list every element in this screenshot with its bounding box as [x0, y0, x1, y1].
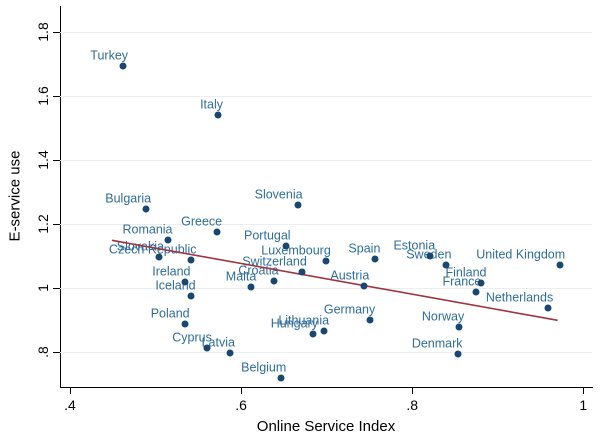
point-label: Norway [421, 309, 465, 324]
data-point [213, 228, 221, 236]
point-label: United Kingdom [476, 247, 566, 262]
point-label: Slovenia [254, 187, 303, 202]
gridline [60, 288, 592, 290]
point-label: Belgium [241, 360, 287, 375]
y-tick-label: .8 [35, 346, 51, 359]
gridline [60, 96, 592, 98]
y-tick-mark [53, 352, 60, 354]
y-tick-label: 1.8 [35, 22, 51, 43]
y-axis-line [60, 6, 61, 388]
point-label: Poland [150, 306, 190, 321]
data-point [477, 279, 485, 287]
plot-area: Turkey Italy Bulgaria Slovenia Greece Romania… [60, 6, 592, 387]
x-tick-label: .4 [64, 397, 76, 413]
y-tick-label: 1.6 [35, 86, 51, 107]
point-label: Malta [225, 269, 257, 284]
data-point [294, 201, 302, 209]
point-label: Lithuania [278, 313, 330, 328]
x-axis-line [60, 387, 593, 388]
x-axis-title: Online Service Index [256, 418, 396, 435]
point-label: Portugal [244, 228, 291, 243]
point-label: Finland [445, 265, 487, 280]
x-tick-mark [412, 388, 414, 394]
data-point [226, 349, 234, 357]
data-point [366, 316, 374, 324]
point-label: Luxembourg [261, 243, 331, 258]
point-label: Hungary [270, 316, 318, 331]
trend-line [111, 239, 558, 322]
data-point [214, 111, 222, 119]
data-point [181, 320, 189, 328]
point-label: Romania [122, 222, 173, 237]
y-tick-mark [53, 32, 60, 34]
data-point [442, 261, 450, 269]
data-point [187, 292, 195, 300]
data-point [309, 330, 317, 338]
data-point [556, 261, 564, 269]
y-tick-label: 1.4 [35, 150, 51, 171]
data-point [320, 327, 328, 335]
data-point [142, 205, 150, 213]
x-tick-label: .6 [235, 397, 247, 413]
y-tick-mark [53, 160, 60, 162]
y-tick-label: 1.2 [35, 214, 51, 235]
point-label: Ireland [152, 264, 191, 279]
point-label: Denmark [411, 336, 463, 351]
x-tick-mark [70, 388, 71, 394]
data-point [322, 257, 330, 265]
data-point [544, 304, 552, 312]
data-point [298, 268, 306, 276]
data-point [187, 256, 195, 264]
point-label: Germany [323, 302, 376, 317]
point-label: Netherlands [485, 290, 554, 305]
point-label: Turkey [90, 48, 129, 63]
gridline [60, 160, 592, 162]
data-point [426, 252, 434, 260]
data-point [203, 344, 211, 352]
data-point [155, 253, 163, 261]
point-label: Austria [330, 268, 370, 283]
point-label: Croatia [238, 263, 279, 278]
data-point [455, 323, 463, 331]
data-point [270, 277, 278, 285]
data-point [247, 283, 255, 291]
gridline [60, 352, 592, 354]
y-tick-label: 1 [35, 284, 51, 293]
trend-line-segment [111, 239, 558, 322]
gridline [60, 224, 592, 226]
data-point [277, 374, 285, 382]
data-point [164, 236, 172, 244]
data-point [181, 278, 189, 286]
data-point [371, 255, 379, 263]
point-label: Czech Republic [108, 242, 197, 257]
point-label: Italy [200, 97, 223, 112]
point-label: Greece [181, 214, 223, 229]
x-tick-mark [583, 388, 585, 394]
data-point [119, 62, 127, 70]
y-axis-title: E-service use [6, 150, 24, 242]
y-tick-mark [53, 224, 60, 226]
x-tick-label: .8 [406, 397, 419, 413]
data-point [282, 242, 290, 250]
data-point [360, 282, 368, 290]
point-label: Switzerland [242, 254, 307, 269]
y-tick-mark [53, 288, 60, 290]
data-point [472, 288, 480, 296]
y-tick-mark [53, 96, 60, 98]
point-label: France [442, 274, 482, 289]
x-tick-mark [241, 388, 243, 394]
point-label: Estonia [393, 238, 436, 253]
point-label: Cyprus [172, 330, 212, 345]
point-label: Spain [348, 241, 381, 256]
gridline [60, 32, 592, 34]
data-point [454, 350, 462, 358]
point-label: Bulgaria [105, 191, 152, 206]
x-tick-label: 1 [579, 397, 588, 413]
